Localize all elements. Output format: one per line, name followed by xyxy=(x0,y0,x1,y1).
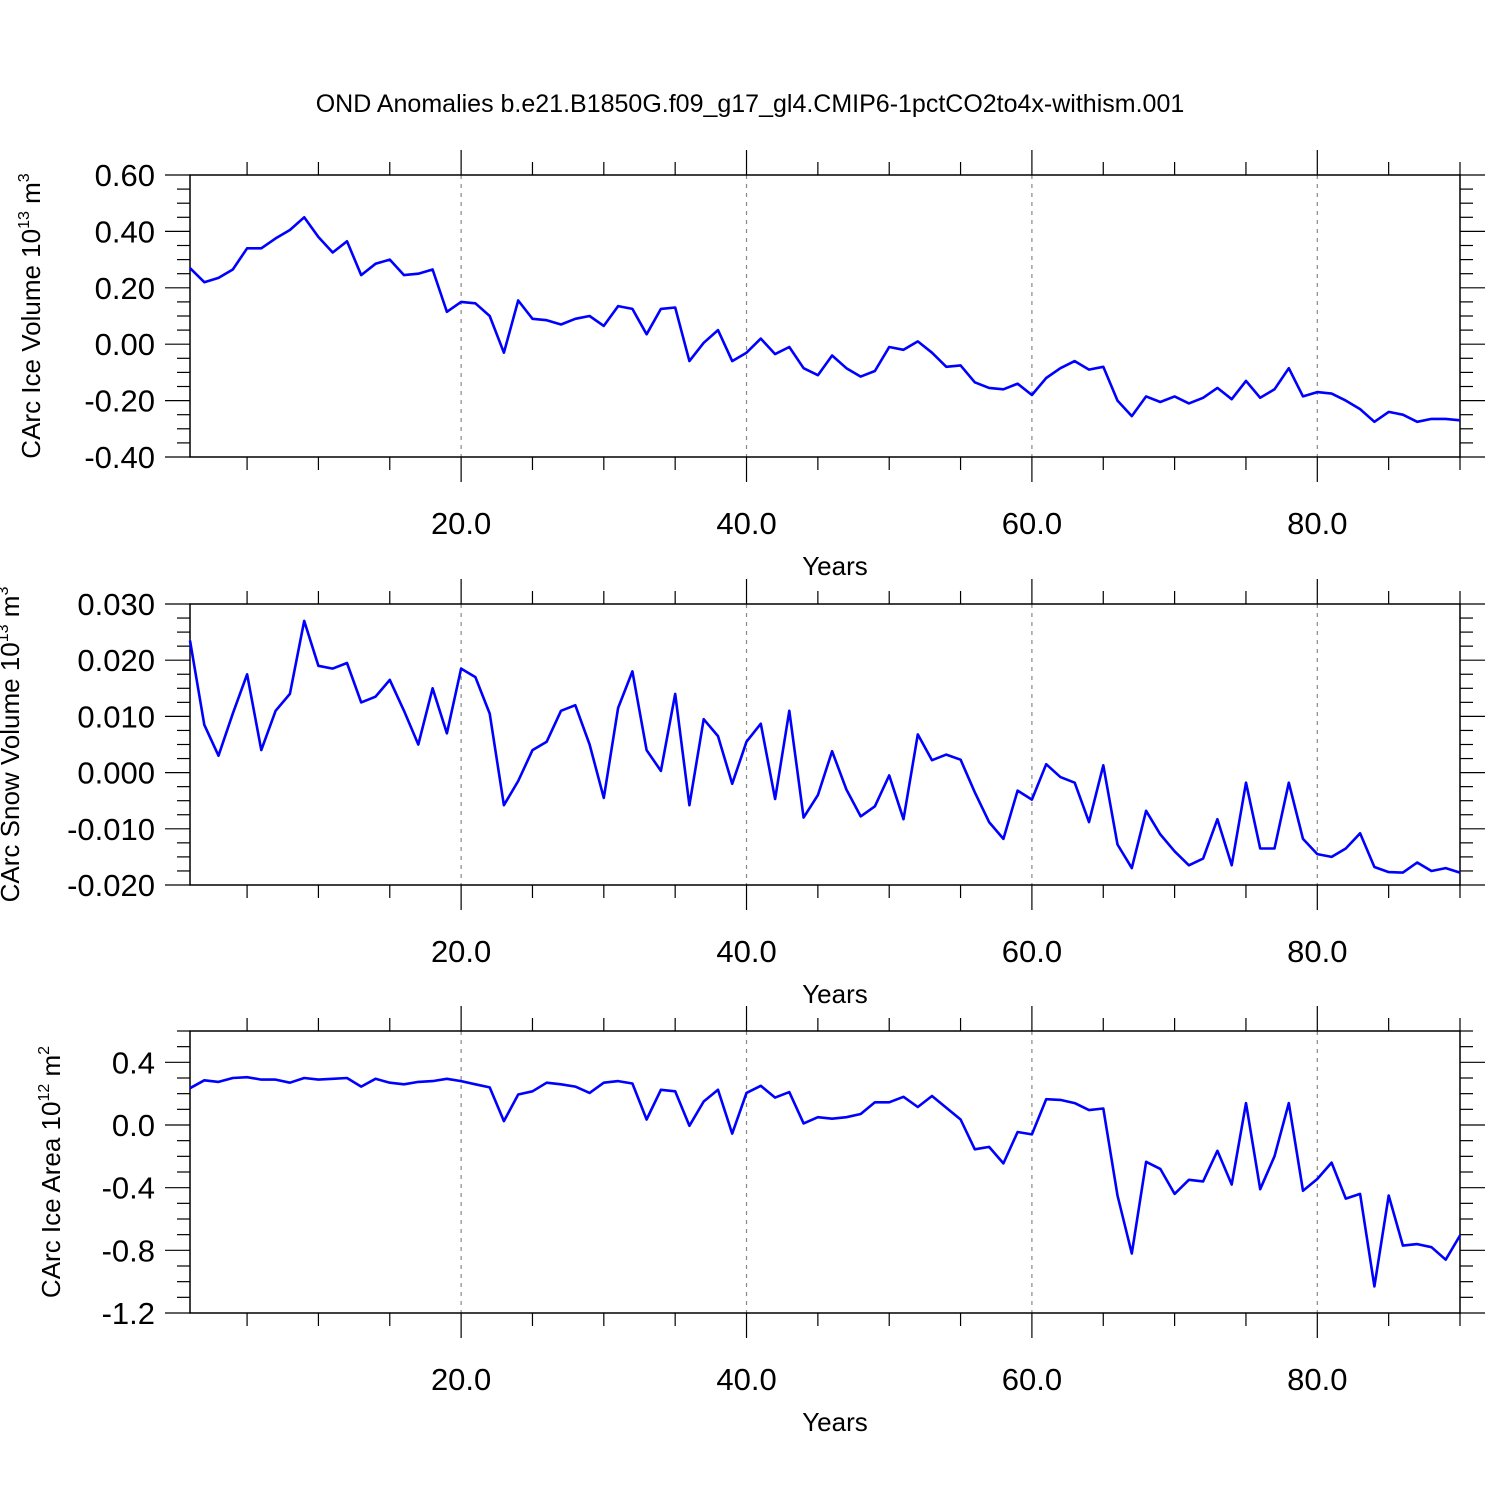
data-series-line xyxy=(189,216,1461,424)
y-tick-label: -0.4 xyxy=(102,1171,155,1206)
x-axis-label: Years xyxy=(802,551,868,581)
figure-title: OND Anomalies b.e21.B1850G.f09_g17_gl4.C… xyxy=(316,90,1185,118)
panel-1: -0.40 -0.20 0.00 0.20 0.40 0.60 20.0 40.0 60.0 80… xyxy=(16,150,1485,581)
y-tick-label: 0.4 xyxy=(112,1045,155,1080)
x-tick-label: 20.0 xyxy=(431,1362,491,1397)
x-tick-label: 20.0 xyxy=(431,934,491,969)
y-tick-label: 0.020 xyxy=(77,643,155,678)
y-tick-label: -0.20 xyxy=(84,384,155,419)
data-series-line xyxy=(189,1075,1462,1288)
data-series-line xyxy=(188,619,1461,874)
x-tick-label: 80.0 xyxy=(1287,934,1347,969)
panels: -0.40 -0.20 0.00 0.20 0.40 0.60 20.0 40.0 60.0 80… xyxy=(0,150,1485,1437)
x-tick-label: 40.0 xyxy=(716,506,776,541)
x-tick-label: 80.0 xyxy=(1287,1362,1347,1397)
y-tick-label: -0.40 xyxy=(84,440,155,475)
y-axis-label: CArc Snow Volume 1013 m3 xyxy=(0,587,25,903)
y-tick-label: 0.030 xyxy=(77,587,155,622)
y-tick-label: 0.000 xyxy=(77,756,155,791)
panel-2: -0.020 -0.010 0.000 0.010 0.020 0.030 20.0 40.0… xyxy=(0,579,1485,1009)
x-tick-label: 80.0 xyxy=(1287,506,1347,541)
y-tick-label: 0.20 xyxy=(95,271,155,306)
x-tick-label: 60.0 xyxy=(1002,506,1062,541)
y-tick-label: 0.0 xyxy=(112,1108,155,1143)
y-tick-label: 0.40 xyxy=(95,214,155,249)
plot-frame xyxy=(189,1030,1461,1314)
plot-frame xyxy=(189,174,1461,458)
x-axis-label: Years xyxy=(802,979,868,1009)
y-tick-label: 0.010 xyxy=(77,699,155,734)
x-tick-label: 20.0 xyxy=(431,506,491,541)
y-axis-label: CArc Ice Area 1012 m2 xyxy=(36,1046,66,1298)
x-tick-label: 40.0 xyxy=(716,1362,776,1397)
y-tick-label: 0.60 xyxy=(95,158,155,193)
y-tick-label: 0.00 xyxy=(95,327,155,362)
panel-3: -1.2 -0.8 -0.4 0.0 0.4 20.0 40.0 60.0 80.0 Years C… xyxy=(36,1006,1485,1437)
x-tick-label: 60.0 xyxy=(1002,934,1062,969)
y-tick-label: -0.8 xyxy=(102,1233,155,1268)
y-axis-label: CArc Ice Volume 1013 m3 xyxy=(16,173,46,458)
y-tick-label: -1.2 xyxy=(102,1296,155,1331)
y-tick-label: -0.020 xyxy=(67,868,155,903)
x-axis-label: Years xyxy=(802,1407,868,1437)
y-tick-label: -0.010 xyxy=(67,812,155,847)
plot-frame xyxy=(189,603,1461,886)
x-tick-label: 40.0 xyxy=(716,934,776,969)
x-tick-label: 60.0 xyxy=(1002,1362,1062,1397)
